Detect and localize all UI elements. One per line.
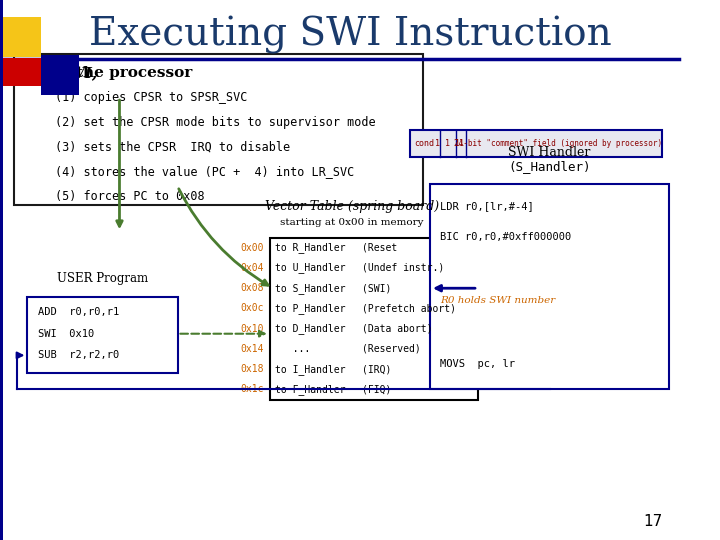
FancyBboxPatch shape: [27, 297, 178, 373]
Text: starting at 0x00 in memory: starting at 0x00 in memory: [280, 218, 423, 227]
Text: ...: ...: [275, 344, 310, 354]
Text: SUB  r2,r2,r0: SUB r2,r2,r0: [37, 350, 119, 360]
Text: 17: 17: [643, 514, 662, 529]
FancyBboxPatch shape: [41, 55, 78, 94]
Text: to U_Handler: to U_Handler: [275, 262, 346, 273]
Text: (5) forces PC to 0x08: (5) forces PC to 0x08: [55, 190, 204, 203]
Text: 0x1c: 0x1c: [240, 384, 264, 395]
Text: (IRQ): (IRQ): [362, 364, 391, 374]
Text: to I_Handler: to I_Handler: [275, 364, 346, 375]
Text: On SWI,: On SWI,: [27, 66, 97, 80]
Text: Executing SWI Instruction: Executing SWI Instruction: [89, 16, 611, 54]
Text: to S_Handler: to S_Handler: [275, 283, 346, 294]
Text: 0x10: 0x10: [240, 323, 264, 334]
Text: 0x0c: 0x0c: [240, 303, 264, 314]
Text: 0x08: 0x08: [240, 283, 264, 293]
Text: to D_Handler: to D_Handler: [275, 323, 346, 334]
Text: (2) set the CPSR mode bits to supervisor mode: (2) set the CPSR mode bits to supervisor…: [55, 116, 375, 129]
Text: 0x00: 0x00: [240, 242, 264, 253]
Text: (SWI): (SWI): [362, 283, 391, 293]
Text: (FIQ): (FIQ): [362, 384, 391, 395]
Text: 0x14: 0x14: [240, 344, 264, 354]
Text: (Prefetch abort): (Prefetch abort): [362, 303, 456, 314]
Text: Vector Table (spring board): Vector Table (spring board): [264, 200, 438, 213]
Text: 1: 1: [459, 139, 464, 147]
Text: 0x18: 0x18: [240, 364, 264, 374]
Text: (Reset: (Reset: [362, 242, 397, 253]
Text: (S_Handler): (S_Handler): [508, 160, 591, 173]
Text: (Undef instr.): (Undef instr.): [362, 263, 444, 273]
Text: (Data abort): (Data abort): [362, 323, 432, 334]
FancyBboxPatch shape: [0, 0, 4, 540]
Text: (1) copies CPSR to SPSR_SVC: (1) copies CPSR to SPSR_SVC: [55, 91, 247, 104]
Text: to F_Handler: to F_Handler: [275, 384, 346, 395]
Text: 24-bit "comment" field (ignored by processor): 24-bit "comment" field (ignored by proce…: [454, 139, 662, 147]
FancyBboxPatch shape: [14, 54, 423, 205]
Text: (4) stores the value (PC +  4) into LR_SVC: (4) stores the value (PC + 4) into LR_SV…: [55, 165, 354, 178]
Text: USER Program: USER Program: [57, 272, 148, 285]
Text: BIC r0,r0,#0xff000000: BIC r0,r0,#0xff000000: [441, 232, 572, 242]
Text: SWI Handler: SWI Handler: [508, 146, 591, 159]
FancyBboxPatch shape: [410, 130, 662, 157]
Text: 1 1 1: 1 1 1: [436, 139, 460, 147]
Text: 0x04: 0x04: [240, 263, 264, 273]
Text: to P_Handler: to P_Handler: [275, 303, 346, 314]
Text: ADD  r0,r0,r1: ADD r0,r0,r1: [37, 307, 119, 317]
FancyBboxPatch shape: [4, 17, 41, 57]
Text: SWI  0x10: SWI 0x10: [37, 329, 94, 339]
Text: cond: cond: [415, 139, 435, 147]
Text: the processor: the processor: [76, 66, 193, 80]
Text: (Reserved): (Reserved): [362, 344, 420, 354]
FancyBboxPatch shape: [4, 58, 41, 86]
Text: LDR r0,[lr,#-4]: LDR r0,[lr,#-4]: [441, 201, 534, 211]
Text: R0 holds SWI number: R0 holds SWI number: [441, 296, 556, 305]
Text: MOVS  pc, lr: MOVS pc, lr: [441, 359, 516, 368]
FancyBboxPatch shape: [430, 184, 669, 389]
FancyBboxPatch shape: [270, 238, 478, 400]
Text: (3) sets the CPSR  IRQ to disable: (3) sets the CPSR IRQ to disable: [55, 140, 289, 153]
Text: to R_Handler: to R_Handler: [275, 242, 346, 253]
